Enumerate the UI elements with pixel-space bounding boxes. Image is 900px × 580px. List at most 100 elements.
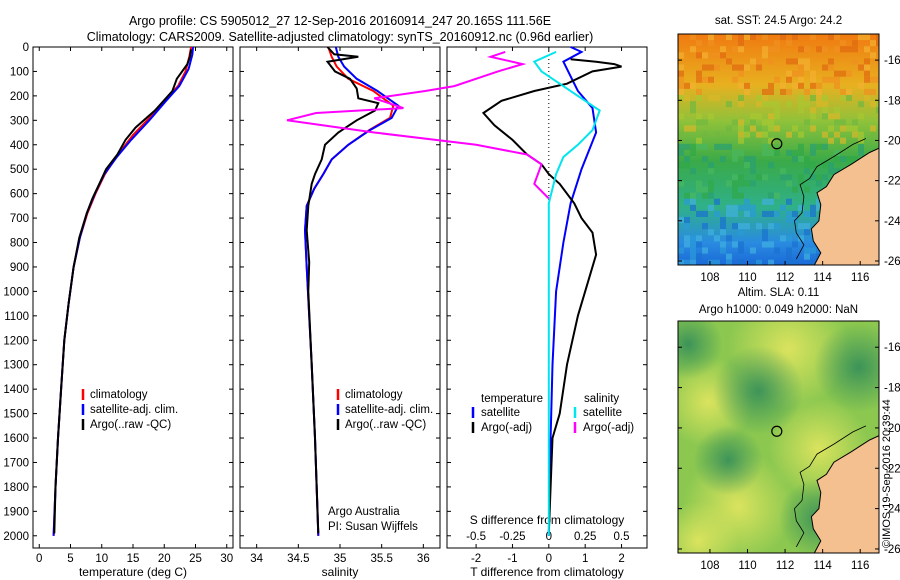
sst-pixel <box>798 235 804 242</box>
sst-pixel <box>858 101 864 108</box>
sst-pixel <box>780 174 786 181</box>
sst-pixel <box>792 156 798 163</box>
sst-pixel <box>690 247 696 254</box>
sst-pixel <box>828 168 834 175</box>
sst-pixel <box>876 40 879 47</box>
sst-pixel <box>690 149 696 156</box>
sst-pixel <box>750 180 756 187</box>
series-line <box>481 58 622 534</box>
sst-pixel <box>876 76 879 83</box>
sst-pixel <box>786 247 792 254</box>
sst-pixel <box>864 76 870 83</box>
sst-pixel <box>876 101 879 108</box>
sst-pixel <box>720 217 726 224</box>
legend-label: satellite <box>481 407 520 419</box>
sst-pixel <box>702 210 708 217</box>
argo-float-marker <box>771 138 783 150</box>
sst-pixel <box>810 76 816 83</box>
sst-pixel <box>678 82 684 89</box>
sst-pixel <box>702 131 708 138</box>
x-tick-label-top: 0.25 <box>574 531 596 543</box>
y-tick-label: 1300 <box>3 360 29 372</box>
x-tick-label: 112 <box>776 272 794 284</box>
sst-pixel <box>816 95 822 102</box>
y-tick-label: -18 <box>884 95 900 107</box>
sst-pixel <box>762 137 768 144</box>
sst-pixel <box>744 88 750 95</box>
series-line <box>532 50 601 536</box>
sst-pixel <box>684 198 690 205</box>
y-tick-label: -22 <box>884 463 900 475</box>
legend-head-temperature: temperature <box>481 393 543 405</box>
sst-pixel <box>780 168 786 175</box>
sst-pixel <box>792 82 798 89</box>
sst-pixel <box>840 119 846 126</box>
legend-label: Argo(..raw -QC) <box>345 419 426 431</box>
sst-pixel <box>738 180 744 187</box>
sst-pixel <box>732 192 738 199</box>
x-tick-label: 35.5 <box>370 553 392 565</box>
sst-pixel <box>792 210 798 217</box>
sst-pixel <box>726 34 732 41</box>
sst-pixel <box>810 247 816 254</box>
sst-pixel <box>834 70 840 77</box>
sst-pixel <box>864 34 870 41</box>
sst-pixel <box>792 149 798 156</box>
y-tick-label: -26 <box>884 544 900 556</box>
sst-pixel <box>828 58 834 65</box>
sst-pixel <box>678 76 684 83</box>
sst-pixel <box>708 204 714 211</box>
map-title: sat. SST: 24.5 Argo: 24.2 <box>715 15 842 27</box>
sst-pixel <box>756 125 762 132</box>
sst-pixel <box>690 168 696 175</box>
sst-pixel <box>804 88 810 95</box>
x-tick-label: 108 <box>700 560 719 572</box>
sst-pixel <box>738 40 744 47</box>
sla-anomaly <box>813 322 879 413</box>
sst-pixel <box>810 95 816 102</box>
sst-pixel <box>696 113 702 120</box>
sst-pixel <box>690 198 696 205</box>
sst-pixel <box>726 143 732 150</box>
sst-pixel <box>768 88 774 95</box>
sst-pixel <box>786 174 792 181</box>
sst-pixel <box>768 46 774 53</box>
sst-pixel <box>834 76 840 83</box>
sst-pixel <box>756 95 762 102</box>
sst-pixel <box>696 52 702 59</box>
sst-pixel <box>696 210 702 217</box>
sst-pixel <box>738 95 744 102</box>
sst-pixel <box>822 46 828 53</box>
sst-pixel <box>714 95 720 102</box>
sst-pixel <box>750 113 756 120</box>
sst-pixel <box>846 46 852 53</box>
sst-pixel <box>840 40 846 47</box>
sst-pixel <box>792 34 798 41</box>
sst-pixel <box>762 131 768 138</box>
difference-panel: -2 -1 0 1 2T difference from climatology S di… <box>286 46 648 579</box>
sst-pixel <box>858 149 864 156</box>
x-tick-label: 112 <box>776 560 794 572</box>
sst-pixel <box>738 125 744 132</box>
sst-pixel <box>810 70 816 77</box>
y-tick-label: 900 <box>10 262 29 274</box>
sst-pixel <box>798 64 804 71</box>
y-tick-label: 2000 <box>3 531 29 543</box>
x-tick-label: 25 <box>189 553 202 565</box>
sst-pixel <box>684 125 690 132</box>
y-tick-label: -16 <box>884 55 900 67</box>
sst-pixel <box>876 34 879 41</box>
sst-pixel <box>810 174 816 181</box>
series-line <box>547 46 598 536</box>
sst-pixel <box>822 162 828 169</box>
sst-pixel <box>696 253 702 260</box>
chart-title-line2: Climatology: CARS2009. Satellite-adjuste… <box>86 30 594 44</box>
sst-pixel <box>738 174 744 181</box>
sst-pixel <box>738 70 744 77</box>
y-tick-label: 600 <box>10 189 29 201</box>
sst-pixel <box>822 95 828 102</box>
sst-pixel <box>762 101 768 108</box>
x-tick-label: 114 <box>813 560 832 572</box>
sst-pixel <box>702 119 708 126</box>
